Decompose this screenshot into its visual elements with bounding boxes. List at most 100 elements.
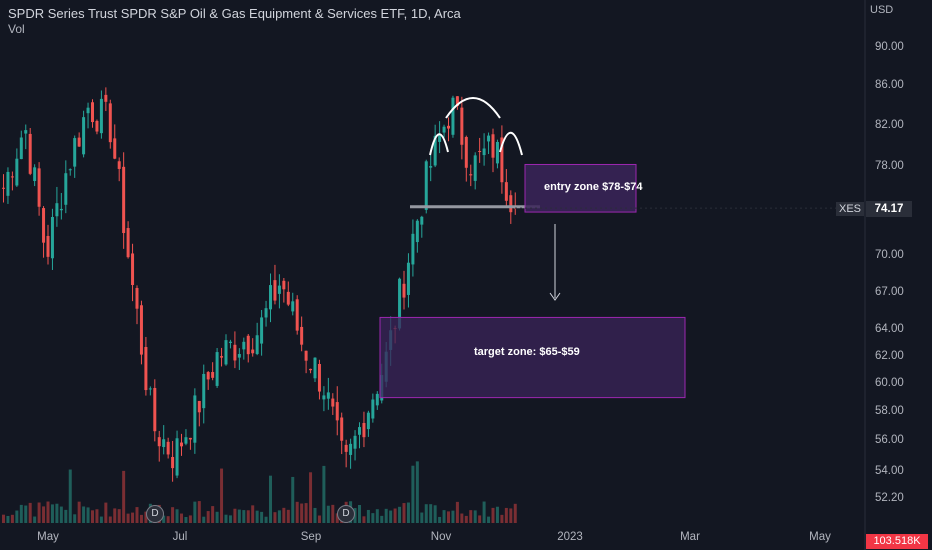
- volume-bar: [64, 509, 68, 523]
- y-tick-label: 70.00: [875, 249, 904, 261]
- volume-bar: [255, 510, 259, 523]
- volume-bar: [171, 507, 175, 523]
- candle-body: [411, 233, 415, 265]
- candle-body: [447, 125, 450, 129]
- candle-body: [464, 136, 468, 168]
- y-tick-label: 58.00: [875, 405, 904, 417]
- volume-bar: [509, 508, 513, 523]
- candle-body: [335, 402, 339, 421]
- candle-body: [122, 166, 126, 234]
- volume-bar: [95, 509, 99, 523]
- candle-body: [82, 117, 86, 155]
- candle-body: [331, 398, 335, 407]
- x-tick-label: Nov: [430, 531, 452, 543]
- candle-body: [420, 216, 424, 225]
- candle-body: [162, 439, 166, 448]
- volume-bar: [455, 501, 459, 523]
- x-tick-label: Sep: [300, 531, 322, 543]
- volume-bar: [251, 505, 255, 523]
- candle-body: [442, 126, 446, 133]
- candle-body: [184, 437, 188, 444]
- candle-body: [175, 438, 179, 476]
- dividend-marker-icon[interactable]: D: [146, 505, 164, 523]
- volume-bars: [2, 461, 517, 523]
- candle-body: [473, 155, 477, 181]
- volume-bar: [269, 475, 272, 523]
- candle-body: [215, 352, 219, 386]
- candle-body: [469, 174, 473, 176]
- candle-body: [482, 148, 486, 156]
- candle-body: [55, 203, 59, 217]
- candle-body: [224, 340, 228, 365]
- volume-bar: [273, 512, 277, 523]
- volume-bar: [24, 505, 28, 523]
- candle-body: [269, 285, 272, 310]
- volume-bar: [233, 508, 237, 523]
- volume-bar: [46, 501, 50, 523]
- x-tick-label: Mar: [680, 531, 700, 543]
- candle-body: [326, 392, 330, 399]
- last-price-label: 74.17: [866, 201, 912, 217]
- volume-bar: [117, 509, 121, 523]
- volume-bar: [131, 512, 135, 523]
- y-tick-label: 64.00: [875, 323, 904, 335]
- candle-body: [273, 280, 277, 301]
- candle-body: [24, 130, 28, 134]
- volume-bar: [246, 510, 250, 523]
- y-tick-label: 67.00: [875, 286, 904, 298]
- candle-body: [487, 135, 491, 142]
- volume-bar: [291, 476, 295, 523]
- candle-body: [37, 168, 41, 207]
- volume-bar: [68, 469, 72, 523]
- y-tick-label: 86.00: [875, 79, 904, 91]
- candle-body: [64, 173, 68, 205]
- candle-body: [10, 176, 14, 178]
- volume-bar: [469, 510, 473, 523]
- volume-bar: [491, 507, 495, 523]
- volume-bar: [202, 516, 206, 523]
- y-tick-label: 90.00: [875, 41, 904, 53]
- volume-bar: [313, 507, 317, 523]
- x-tick-label: May: [37, 531, 59, 543]
- candle-body: [220, 356, 224, 358]
- volume-bar: [442, 510, 446, 523]
- volume-bar: [277, 510, 281, 523]
- volume-bar: [460, 513, 464, 523]
- candle-body: [95, 120, 99, 132]
- candle-body: [460, 107, 464, 145]
- candle-body: [126, 228, 130, 258]
- pattern-arc: [499, 131, 523, 156]
- candle-body: [317, 363, 321, 392]
- volume-bar: [59, 506, 63, 523]
- volume-bar: [304, 503, 308, 523]
- candle-body: [358, 427, 361, 435]
- candle-body: [202, 373, 206, 409]
- volume-bar: [495, 506, 499, 523]
- volume-bar: [37, 502, 41, 523]
- volume-bar: [184, 516, 188, 523]
- volume-bar: [215, 511, 219, 523]
- entry-zone-box: [524, 163, 637, 213]
- volume-bar: [406, 502, 410, 523]
- candle-body: [211, 372, 215, 378]
- candle-body: [206, 372, 210, 380]
- candle-body: [415, 220, 419, 243]
- candle-body: [113, 138, 117, 159]
- candle-body: [77, 137, 81, 147]
- dividend-marker-icon[interactable]: D: [337, 505, 355, 523]
- volume-bar: [82, 506, 86, 523]
- volume-bar: [50, 504, 54, 523]
- candle-body: [309, 368, 313, 371]
- candle-body: [99, 98, 103, 134]
- volume-bar: [362, 516, 366, 523]
- volume-bar: [224, 514, 228, 523]
- y-tick-label: 52.20: [875, 492, 904, 504]
- candle-body: [197, 400, 201, 413]
- candle-body: [33, 167, 37, 182]
- volume-bar: [126, 513, 130, 523]
- volume-bar: [33, 516, 37, 523]
- candle-body: [86, 107, 90, 114]
- volume-bar: [429, 504, 433, 523]
- volume-bar: [206, 511, 210, 523]
